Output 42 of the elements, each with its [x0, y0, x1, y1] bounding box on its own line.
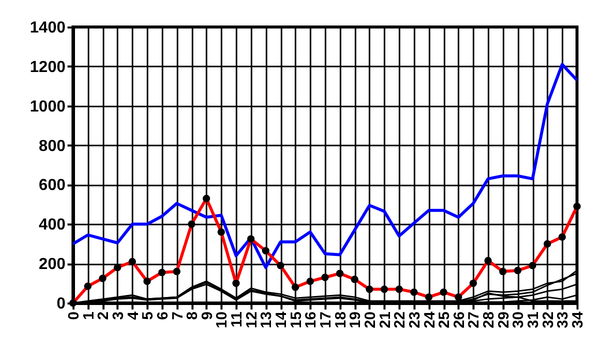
x-tick-label: 30: [510, 312, 528, 328]
x-tick-label: 17: [318, 312, 334, 328]
x-tick-label: 10: [214, 312, 231, 328]
y-tick-label: 200: [38, 256, 66, 274]
y-tick-label: 800: [38, 138, 66, 155]
x-tick-label: 26: [450, 312, 468, 328]
x-tick-label: 21: [376, 312, 394, 328]
x-tick-label: 13: [258, 312, 276, 328]
x-tick-label: 28: [480, 312, 498, 328]
x-tick-label: 33: [554, 312, 572, 328]
x-tick-label: 2: [95, 312, 112, 320]
y-tick-label: 1000: [30, 98, 66, 116]
x-tick-label: 18: [332, 312, 350, 328]
x-tick-label: 4: [124, 310, 142, 320]
x-tick-label: 5: [140, 312, 157, 320]
x-tick-label: 9: [198, 312, 216, 320]
x-tick-label: 0: [66, 312, 82, 320]
x-tick-label: 19: [347, 312, 364, 328]
y-tick-label: 600: [38, 177, 66, 194]
x-tick-label: 11: [228, 312, 246, 328]
x-tick-label: 14: [273, 310, 290, 328]
x-tick-label: 7: [169, 312, 186, 320]
x-tick-label: 16: [302, 312, 320, 328]
x-tick-label: 25: [436, 312, 454, 328]
x-tick-label: 32: [540, 312, 557, 328]
x-tick-label: 3: [110, 312, 127, 320]
y-tick-label: 1200: [30, 58, 66, 76]
x-tick-label: 15: [288, 312, 305, 328]
x-tick-label: 12: [243, 312, 260, 328]
x-tick-label: 23: [406, 312, 424, 328]
x-tick-label: 29: [495, 312, 512, 328]
x-tick-label: 24: [421, 310, 438, 328]
x-tick-label: 20: [362, 312, 379, 328]
y-tick-label: 400: [38, 216, 66, 234]
x-tick-label: 22: [392, 312, 409, 328]
x-tick-label: 31: [525, 312, 542, 328]
x-tick-label: 8: [184, 312, 202, 320]
x-tick-label: 6: [154, 312, 172, 320]
x-tick-label: 27: [466, 312, 483, 328]
y-tick-label: 1400: [30, 20, 66, 36]
x-tick-label: 34: [570, 310, 586, 328]
x-tick-label: 1: [80, 312, 98, 320]
